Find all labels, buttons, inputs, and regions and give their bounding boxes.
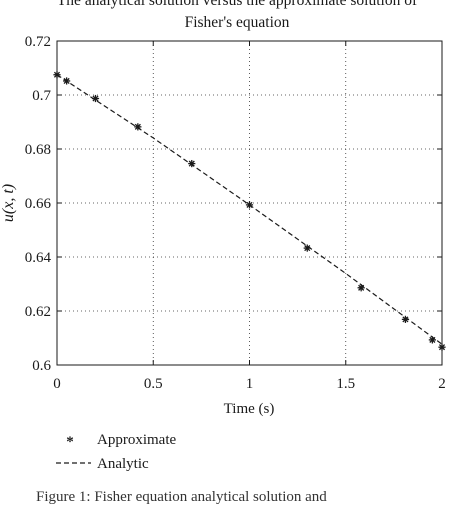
legend-marker-approximate: *	[66, 434, 74, 450]
approximate-point	[438, 343, 446, 351]
x-tick-label: 1.5	[336, 376, 355, 392]
y-tick-label: 0.72	[25, 34, 51, 50]
figure-caption: Figure 1: Fisher equation analytical sol…	[36, 489, 327, 505]
y-tick-label: 0.62	[25, 304, 51, 320]
x-tick-label: 0	[53, 376, 61, 392]
y-tick-label: 0.66	[25, 196, 52, 212]
approximate-point	[245, 201, 254, 209]
legend: * Approximate Analytic	[56, 432, 176, 472]
series-layer	[53, 71, 446, 351]
approximate-point	[53, 71, 61, 79]
y-tick-label: 0.68	[25, 142, 51, 158]
legend-label-approximate: Approximate	[97, 432, 176, 448]
x-axis-label: Time (s)	[224, 401, 275, 417]
chart-title-line-1: The analytical solution versus the appro…	[56, 0, 418, 9]
approximate-point	[63, 77, 71, 85]
x-tick-label: 0.5	[144, 376, 163, 392]
legend-label-analytic: Analytic	[97, 456, 149, 472]
approximate-point	[91, 94, 100, 103]
approximate-point	[401, 315, 410, 323]
approximate-point	[303, 244, 311, 252]
approximate-point	[188, 159, 196, 168]
approximate-point	[357, 284, 365, 292]
chart-title-line-2: Fisher's equation	[184, 14, 290, 31]
y-tick-label: 0.64	[25, 250, 52, 266]
x-tick-label: 1	[246, 376, 254, 392]
approximate-point	[428, 336, 436, 344]
axis-ticks: 0 0.5 1 1.5 2 0.6 0.62 0.64 0.66 0.68 0.7 0.72	[25, 34, 446, 392]
approximate-point	[134, 123, 142, 131]
x-tick-label: 2	[438, 376, 446, 392]
y-tick-label: 0.7	[32, 88, 51, 104]
y-axis-label: u(x, t)	[0, 184, 17, 222]
y-tick-label: 0.6	[32, 358, 51, 374]
